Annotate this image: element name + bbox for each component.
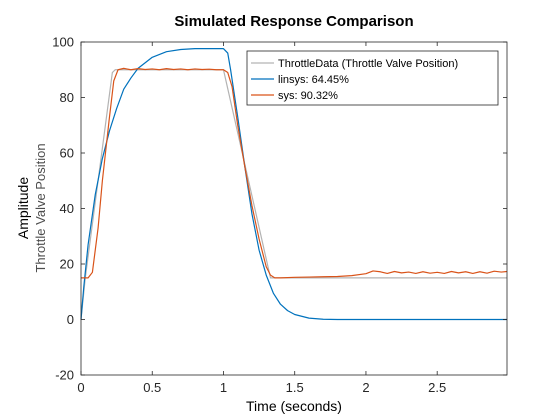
legend-box (246, 50, 499, 106)
y-tick-label: 40 (60, 201, 74, 216)
legend: ThrottleData (Throttle Valve Position) l… (246, 50, 499, 106)
x-ticks: 0 0.5 1 1.5 2 2.5 (77, 42, 446, 395)
y-tick-label: 20 (60, 257, 74, 272)
x-tick-label: 2.5 (428, 380, 446, 395)
x-tick-label: 0.5 (143, 380, 161, 395)
x-tick-label: 1.5 (286, 380, 304, 395)
series-layer (80, 48, 508, 321)
x-tick-label: 1 (220, 380, 227, 395)
y-axis-sublabel: Throttle Valve Position (33, 143, 48, 272)
y-axis-label: Amplitude (15, 177, 31, 239)
x-tick-label: 2 (362, 380, 369, 395)
x-tick-label: 0 (77, 380, 84, 395)
chart-title: Simulated Response Comparison (174, 13, 413, 30)
y-tick-label: 0 (67, 312, 74, 327)
series-sys-line (81, 67, 508, 279)
x-axis-label: Time (seconds) (246, 398, 342, 414)
legend-label-linsys: linsys: 64.45% (278, 74, 349, 86)
legend-label-sys: sys: 90.32% (278, 90, 338, 102)
y-ticks: -20 0 20 40 60 80 100 (52, 35, 507, 383)
legend-label-throttledata: ThrottleData (Throttle Valve Position) (278, 58, 458, 70)
series-throttledata-line (80, 69, 507, 320)
y-tick-label: -20 (55, 368, 74, 383)
y-tick-label: 100 (52, 35, 74, 50)
y-tick-label: 80 (60, 90, 74, 105)
series-linsys-line (80, 48, 507, 321)
y-tick-label: 60 (60, 146, 74, 161)
